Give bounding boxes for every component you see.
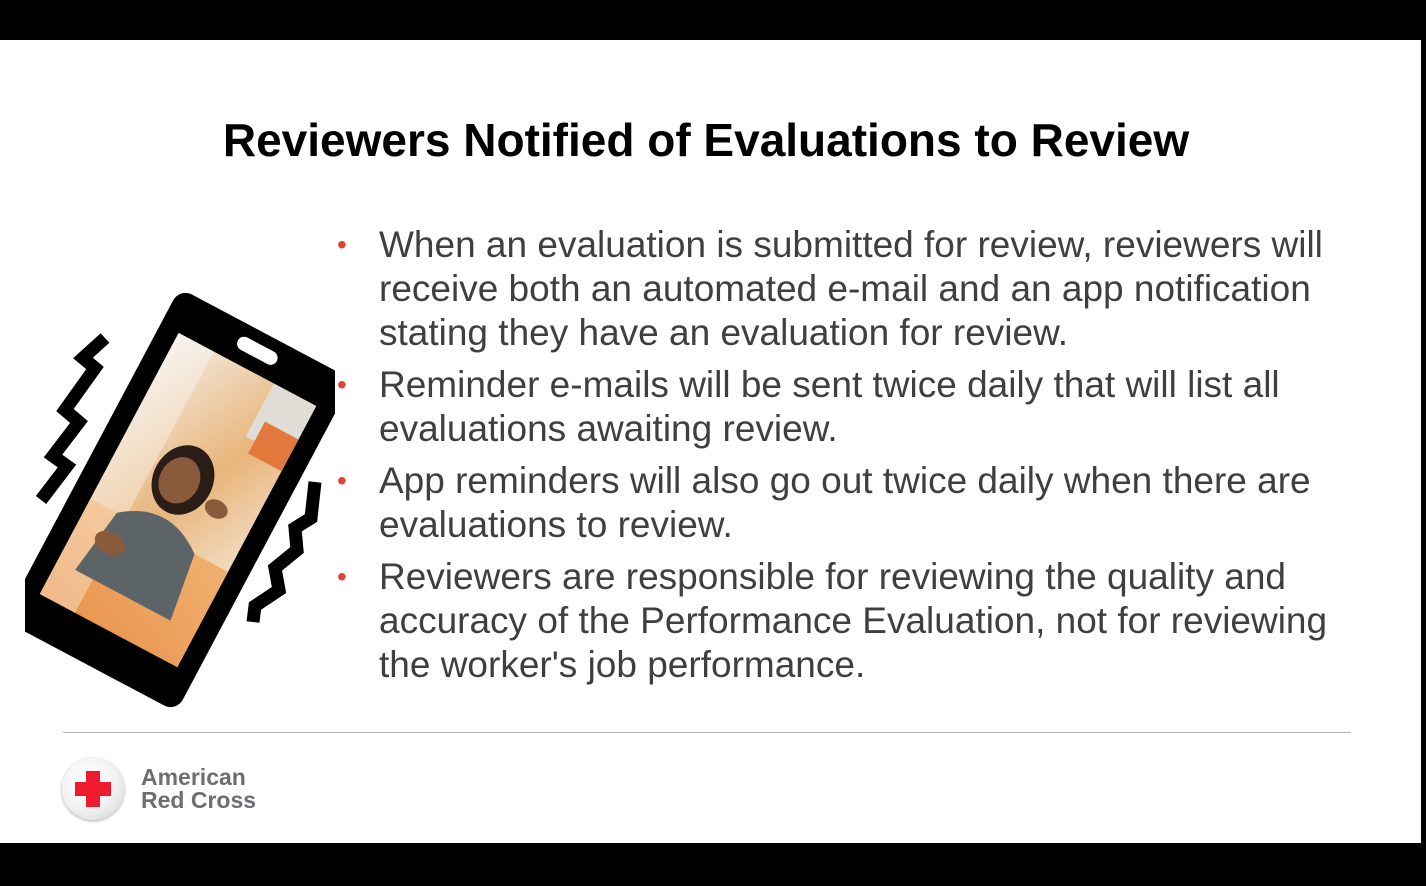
vibration-zigzag-right xyxy=(246,481,322,623)
bullet-text: When an evaluation is submitted for revi… xyxy=(379,224,1323,353)
bullet-item: • Reminder e-mails will be sent twice da… xyxy=(335,363,1335,451)
bullet-dot: • xyxy=(337,465,347,496)
bullet-item: • When an evaluation is submitted for re… xyxy=(335,223,1335,355)
bullet-text: App reminders will also go out twice dai… xyxy=(379,460,1311,545)
slide: Reviewers Notified of Evaluations to Rev… xyxy=(0,40,1421,843)
footer-divider xyxy=(63,732,1351,733)
bullet-dot: • xyxy=(337,561,347,592)
vibrating-phone-icon xyxy=(25,292,335,708)
bullet-list: • When an evaluation is submitted for re… xyxy=(335,223,1335,695)
bullet-dot: • xyxy=(337,369,347,400)
bullet-text: Reminder e-mails will be sent twice dail… xyxy=(379,364,1280,449)
bullet-item: • App reminders will also go out twice d… xyxy=(335,459,1335,547)
american-red-cross-logo: American Red Cross xyxy=(62,758,302,824)
logo-badge xyxy=(62,758,124,820)
bullet-item: • Reviewers are responsible for reviewin… xyxy=(335,555,1335,687)
letterbox-top xyxy=(0,0,1426,40)
logo-line-1: American xyxy=(141,764,246,790)
vibration-zigzag-left xyxy=(35,333,110,504)
letterbox-bottom xyxy=(0,843,1426,886)
slide-title: Reviewers Notified of Evaluations to Rev… xyxy=(222,114,1190,166)
bullet-dot: • xyxy=(337,229,347,260)
red-cross-icon xyxy=(75,771,111,807)
logo-wordmark: American Red Cross xyxy=(141,766,256,812)
logo-line-2: Red Cross xyxy=(141,787,257,813)
bullet-text: Reviewers are responsible for reviewing … xyxy=(379,556,1328,685)
